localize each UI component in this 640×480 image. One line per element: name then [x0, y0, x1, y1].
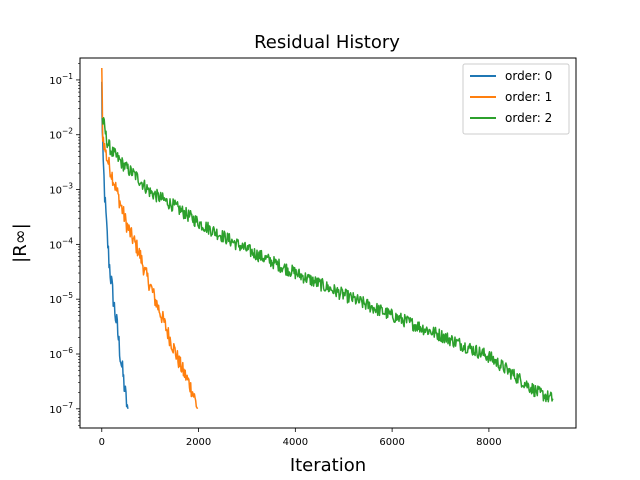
y-tick-label: 10−3	[49, 182, 73, 197]
legend-label: order: 1	[505, 90, 552, 104]
x-axis: 0 2000 4000 6000 8000	[99, 428, 502, 448]
series-line-2	[101, 116, 554, 403]
x-tick-label: 6000	[379, 437, 404, 448]
y-tick-label: 10−6	[49, 346, 73, 361]
x-tick-label: 2000	[186, 437, 211, 448]
y-tick-label: 10−2	[49, 127, 73, 142]
series-line-0	[101, 81, 129, 409]
legend-label: order: 2	[505, 111, 552, 125]
series-line-1	[101, 67, 199, 410]
legend-label: order: 0	[505, 69, 552, 83]
plot-frame	[79, 57, 577, 429]
y-tick-label: 10−4	[49, 236, 73, 251]
series-layer	[101, 67, 554, 410]
x-tick-label: 0	[99, 437, 105, 448]
legend: order: 0 order: 1 order: 2	[462, 63, 570, 135]
chart-title: Residual History	[254, 32, 400, 53]
y-tick-label: 10−1	[49, 72, 73, 87]
plot-area	[79, 57, 577, 429]
y-tick-label: 10−7	[49, 401, 73, 416]
x-tick-label: 4000	[283, 437, 308, 448]
y-tick-label: 10−5	[49, 291, 73, 306]
x-tick-label: 8000	[476, 437, 501, 448]
y-axis-title: |R∞|	[10, 223, 31, 263]
legend-frame	[462, 63, 570, 135]
y-axis: 10−1 10−2 10−3 10−4 10−5 10−6 10−7	[49, 63, 80, 426]
x-axis-title: Iteration	[290, 455, 366, 476]
